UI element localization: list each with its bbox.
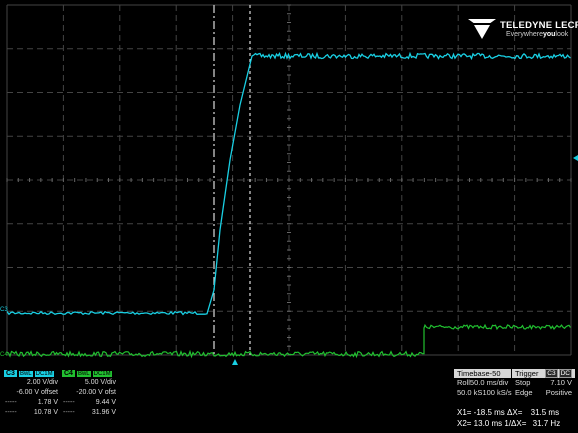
trigger-mode: Stop bbox=[515, 378, 531, 387]
teledyne-lecroy-logo: TELEDYNE LECROY Everywhereyoulook bbox=[466, 17, 578, 41]
cursor-dx-value: 31.5 ms bbox=[530, 408, 560, 417]
timebase-mode: Roll bbox=[457, 378, 470, 387]
c4-cursor2-value: ----- 31.96 V bbox=[63, 409, 116, 416]
waveform-grid[interactable]: C3 C4 bbox=[0, 0, 578, 366]
cursor-inv-dx-value: 31.7 Hz bbox=[532, 419, 561, 428]
timebase-label: Timebase bbox=[457, 369, 490, 378]
c4-waveform bbox=[6, 323, 571, 359]
trigger-type: Edge bbox=[515, 388, 533, 397]
c3-scale: 2.00 V/div bbox=[26, 379, 58, 386]
info-bar: C3 BwL DC1M 2.00 V/div -6.00 V offset --… bbox=[0, 366, 578, 433]
c4-descriptor[interactable]: C4 BwL DC1M 5.00 V/div -20.00 V ofst ---… bbox=[62, 369, 118, 429]
c3-ground-marker: C3 bbox=[0, 307, 8, 313]
c4-scale: 5.00 V/div bbox=[84, 379, 116, 386]
cursor-readout-x1: X1= -18.5 ms ΔX= 31.5 ms bbox=[457, 408, 559, 417]
timebase-rate: 100 kS/s bbox=[482, 388, 512, 397]
c3-offset: -6.00 V offset bbox=[16, 389, 58, 396]
teledyne-bird-icon bbox=[468, 19, 496, 39]
c3-bw-tag: BwL bbox=[18, 370, 33, 377]
timebase-panel[interactable]: Timebase -50 ms Roll 50.0 ms/div 50.0 kS 10… bbox=[454, 369, 512, 398]
c3-descriptor[interactable]: C3 BwL DC1M 2.00 V/div -6.00 V offset --… bbox=[4, 369, 60, 429]
c3-cursor1-value: ----- 1.78 V bbox=[5, 399, 58, 406]
brand-name: TELEDYNE LECROY bbox=[500, 20, 578, 31]
c4-cursor1-value: ----- 9.44 V bbox=[63, 399, 116, 406]
c4-bw-tag: BwL bbox=[76, 370, 91, 377]
cursor-dx-label: ΔX= bbox=[507, 408, 523, 417]
cursor-x2: X2= 13.0 ms bbox=[457, 419, 503, 428]
c4-label: C4 bbox=[62, 370, 75, 377]
trigger-level: 7.10 V bbox=[550, 378, 572, 387]
timebase-time-div: 50.0 ms/div bbox=[469, 378, 509, 387]
cursor-inv-dx-label: 1/ΔX= bbox=[504, 419, 527, 428]
brand-tagline: Everywhereyoulook bbox=[506, 31, 569, 38]
trigger-panel[interactable]: Trigger C3 DC Stop 7.10 V Edge Positive bbox=[512, 369, 575, 398]
trigger-label: Trigger bbox=[515, 369, 539, 378]
trigger-slope: Positive bbox=[545, 388, 572, 397]
c3-cursor2-value: ----- 10.78 V bbox=[5, 409, 58, 416]
c4-offset: -20.00 V ofst bbox=[76, 389, 116, 396]
timebase-samples: 50.0 kS bbox=[457, 388, 483, 397]
trigger-coupling: DC bbox=[558, 369, 572, 378]
c3-label: C3 bbox=[4, 370, 17, 377]
c3-coupling: DC1M bbox=[34, 370, 54, 377]
c4-ground-marker: C4 bbox=[0, 352, 8, 358]
c4-coupling: DC1M bbox=[92, 370, 112, 377]
trigger-position-marker bbox=[232, 359, 238, 365]
timebase-delay: -50 ms bbox=[489, 369, 501, 387]
trigger-source: C3 bbox=[545, 369, 558, 378]
trigger-level-marker bbox=[573, 155, 578, 161]
c3-waveform bbox=[6, 51, 571, 316]
cursor-x1: X1= -18.5 ms bbox=[457, 408, 505, 417]
cursor-readout-x2: X2= 13.0 ms 1/ΔX= 31.7 Hz bbox=[457, 419, 560, 428]
